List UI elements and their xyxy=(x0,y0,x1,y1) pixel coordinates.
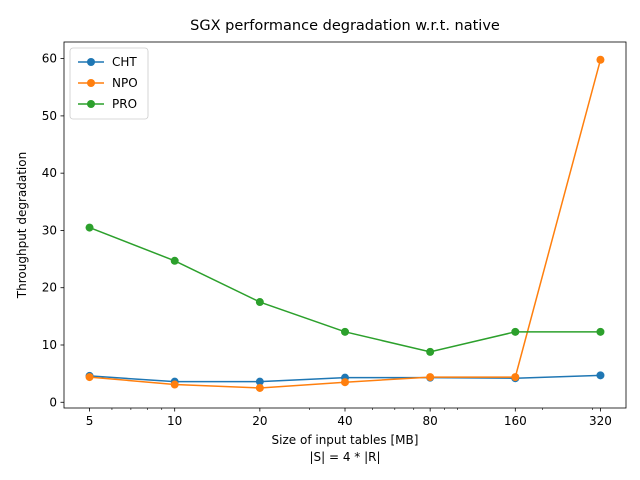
x-tick-label: 20 xyxy=(252,414,267,428)
data-point-npo xyxy=(341,378,349,387)
y-axis-label: Throughput degradation xyxy=(15,152,29,299)
y-tick-label: 40 xyxy=(42,166,57,180)
x-tick-label: 320 xyxy=(589,414,612,428)
data-point-npo xyxy=(596,55,605,64)
axis-ticks: 5 10 20 40 80 160 320 0 10 20 30 40 50 60 xyxy=(42,52,612,428)
y-tick-label: 0 xyxy=(49,395,57,409)
y-tick-label: 10 xyxy=(42,338,57,352)
legend: CHT NPO PRO xyxy=(69,47,149,120)
series-line-npo xyxy=(89,59,602,389)
data-point-npo xyxy=(426,373,435,382)
series-npo xyxy=(85,55,605,392)
legend-item-cht: CHT xyxy=(78,55,137,69)
data-point-pro xyxy=(170,256,179,265)
legend-marker xyxy=(87,100,95,108)
y-tick-label: 20 xyxy=(42,281,57,295)
legend-marker xyxy=(87,79,95,87)
y-tick-label: 30 xyxy=(42,223,57,237)
x-tick-label: 5 xyxy=(86,414,94,428)
plot-area xyxy=(85,55,605,392)
legend-label: NPO xyxy=(112,76,138,90)
data-point-pro xyxy=(426,347,435,356)
legend-item-npo: NPO xyxy=(78,76,138,90)
legend-label: PRO xyxy=(112,97,137,111)
data-point-pro xyxy=(596,327,605,336)
series-pro xyxy=(85,223,605,356)
x-tick-label: 80 xyxy=(423,414,438,428)
data-point-pro xyxy=(511,327,520,336)
data-point-pro xyxy=(255,298,264,307)
data-point-npo xyxy=(170,380,179,389)
x-tick-label: 10 xyxy=(167,414,182,428)
chart-title: SGX performance degradation w.r.t. nativ… xyxy=(190,18,500,34)
y-tick-label: 50 xyxy=(42,109,57,123)
data-point-cht xyxy=(596,371,605,380)
data-point-pro xyxy=(341,327,349,336)
x-axis-sublabel: |S| = 4 * |R| xyxy=(309,450,380,464)
legend-marker xyxy=(87,58,95,66)
legend-item-pro: PRO xyxy=(78,97,137,111)
x-tick-label: 40 xyxy=(337,414,352,428)
data-point-pro xyxy=(85,223,94,232)
x-tick-label: 160 xyxy=(504,414,527,428)
data-point-npo xyxy=(85,373,94,382)
y-tick-label: 60 xyxy=(42,52,57,66)
x-axis-label: Size of input tables [MB] xyxy=(272,433,419,447)
data-point-cht xyxy=(255,377,264,386)
data-point-npo xyxy=(255,383,264,392)
data-point-npo xyxy=(511,373,520,382)
legend-label: CHT xyxy=(112,55,137,69)
